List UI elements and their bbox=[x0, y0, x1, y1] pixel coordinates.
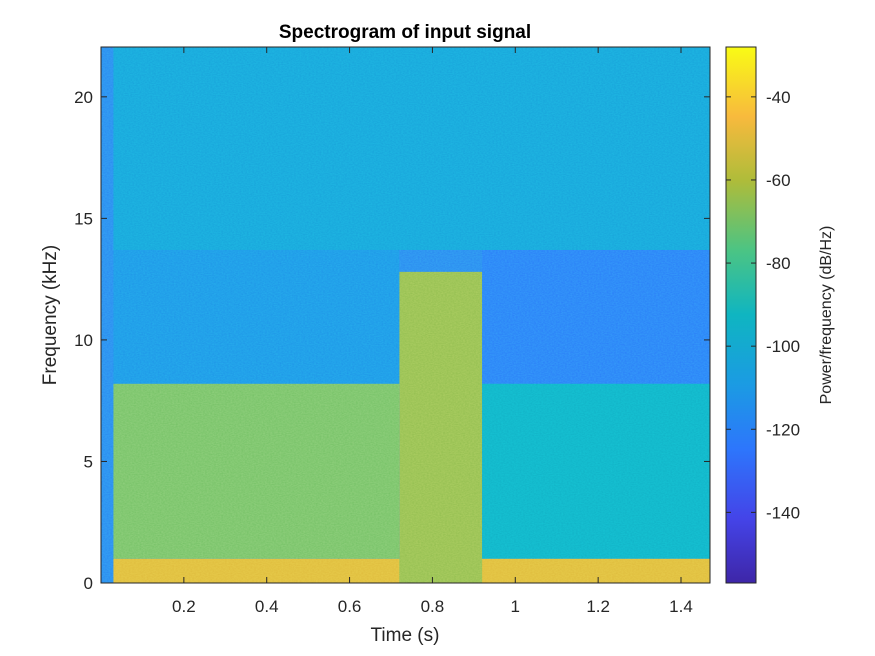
y-tick-label: 15 bbox=[74, 209, 93, 228]
x-tick-label: 1.4 bbox=[669, 597, 693, 616]
x-tick-label: 1.2 bbox=[586, 597, 610, 616]
x-axis-label: Time (s) bbox=[371, 625, 440, 646]
chart-title: Spectrogram of input signal bbox=[279, 22, 531, 43]
y-axis: 0 5 10 15 20 bbox=[74, 88, 710, 593]
colorbar-tick-label: -80 bbox=[766, 254, 791, 273]
plot-frame bbox=[100, 46, 711, 584]
colorbar-tick-label: -120 bbox=[766, 420, 800, 439]
x-tick-label: 0.2 bbox=[172, 597, 196, 616]
x-axis: 0.2 0.4 0.6 0.8 1 1.2 1.4 bbox=[172, 47, 693, 616]
x-tick-label: 0.6 bbox=[338, 597, 362, 616]
y-axis-label: Frequency (kHz) bbox=[40, 245, 61, 385]
noise-texture bbox=[101, 47, 710, 583]
colorbar-tick-label: -100 bbox=[766, 337, 800, 356]
plot-area bbox=[101, 47, 710, 583]
x-tick-label: 0.8 bbox=[421, 597, 445, 616]
y-tick-label: 20 bbox=[74, 88, 93, 107]
colorbar-label: Power/frequency (dB/Hz) bbox=[818, 226, 835, 405]
colorbar bbox=[725, 46, 757, 584]
y-tick-label: 5 bbox=[84, 452, 93, 471]
y-tick-label: 0 bbox=[84, 574, 93, 593]
y-tick-label: 10 bbox=[74, 331, 93, 350]
colorbar-tick-label: -60 bbox=[766, 171, 791, 190]
x-tick-label: 1 bbox=[511, 597, 520, 616]
colorbar-ticks: -40 -60 -80 -100 -120 -140 bbox=[726, 88, 800, 522]
colorbar-tick-label: -140 bbox=[766, 503, 800, 522]
colorbar-tick-label: -40 bbox=[766, 88, 791, 107]
x-tick-label: 0.4 bbox=[255, 597, 279, 616]
